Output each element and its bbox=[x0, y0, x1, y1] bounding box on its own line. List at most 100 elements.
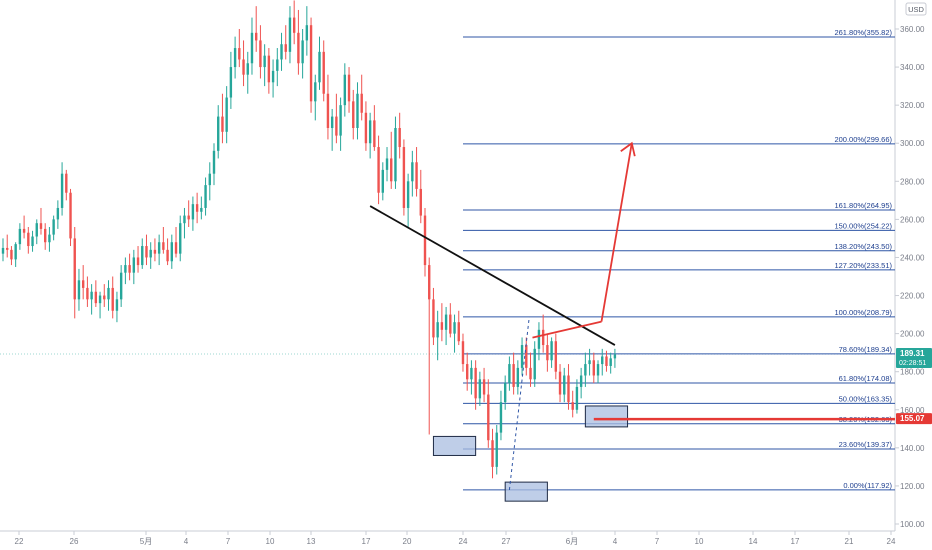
fib-level-label: 100.00%(208.79) bbox=[834, 308, 892, 317]
x-tick-label: 10 bbox=[695, 537, 704, 546]
candle-body bbox=[255, 32, 258, 41]
candle-body bbox=[86, 287, 89, 300]
candle-body bbox=[10, 249, 13, 260]
candle-body bbox=[339, 105, 342, 136]
candle-body bbox=[187, 215, 190, 220]
x-tick-label: 5月 bbox=[140, 537, 152, 546]
x-tick-label: 7 bbox=[655, 537, 660, 546]
candle-body bbox=[111, 287, 114, 311]
candle-body bbox=[39, 223, 43, 229]
fib-level-label: 0.00%(117.92) bbox=[843, 481, 892, 490]
candle-body bbox=[22, 228, 26, 233]
x-tick-label: 13 bbox=[307, 537, 316, 546]
candle-body bbox=[174, 242, 178, 254]
candle-body bbox=[208, 173, 211, 186]
candle-body bbox=[356, 93, 359, 128]
trend-line bbox=[369, 205, 616, 346]
candle-body bbox=[503, 383, 507, 403]
candle-body bbox=[541, 329, 545, 346]
candle-body bbox=[520, 345, 524, 368]
candle-body bbox=[200, 207, 203, 212]
candle-body bbox=[415, 162, 418, 189]
candle-body bbox=[297, 32, 300, 64]
candle-body bbox=[609, 358, 612, 366]
candle-body bbox=[204, 185, 207, 208]
candle-body bbox=[69, 192, 72, 239]
candle-body bbox=[225, 97, 228, 132]
candle-body bbox=[571, 402, 574, 410]
candle-body bbox=[103, 295, 106, 300]
candle-body bbox=[166, 249, 169, 262]
candle-body bbox=[56, 207, 60, 220]
candle-body bbox=[35, 223, 38, 237]
candle-body bbox=[280, 44, 283, 60]
candle-body bbox=[419, 188, 422, 216]
x-tick-label: 20 bbox=[403, 537, 412, 546]
candle-body bbox=[18, 228, 22, 245]
y-tick-label: 280.00 bbox=[900, 177, 925, 186]
projection-arrow-head bbox=[620, 141, 636, 157]
y-tick-label: 220.00 bbox=[900, 292, 925, 301]
candle-body bbox=[250, 32, 254, 64]
candle-body bbox=[453, 322, 456, 334]
candle-body bbox=[330, 116, 334, 128]
y-tick-label: 360.00 bbox=[900, 25, 925, 34]
candle-body bbox=[195, 204, 199, 212]
x-tick-label: 4 bbox=[184, 537, 189, 546]
candle-body bbox=[212, 150, 216, 174]
fib-connector-line bbox=[508, 316, 530, 490]
candle-body bbox=[377, 147, 380, 193]
candle-body bbox=[263, 55, 266, 68]
candle-body bbox=[343, 74, 347, 106]
candle-body bbox=[461, 341, 465, 365]
fib-level-label: 261.80%(355.82) bbox=[834, 28, 892, 37]
candle-body bbox=[115, 299, 119, 311]
candle-body bbox=[596, 364, 600, 376]
candle-body bbox=[191, 204, 195, 220]
highlight-box bbox=[584, 405, 629, 428]
candle-body bbox=[73, 238, 76, 300]
candle-body bbox=[48, 234, 51, 243]
candle-body bbox=[149, 249, 152, 258]
candle-body bbox=[550, 341, 553, 361]
candle-body bbox=[136, 257, 140, 266]
candle-body bbox=[575, 386, 579, 410]
candle-body bbox=[398, 128, 401, 148]
candle-body bbox=[394, 128, 397, 182]
candle-body bbox=[229, 67, 233, 98]
candle-body bbox=[153, 249, 157, 254]
price-tag-value: 189.31 bbox=[900, 349, 925, 358]
candle-body bbox=[512, 364, 515, 387]
candle-body bbox=[495, 432, 498, 467]
candle-body bbox=[537, 329, 541, 349]
candle-body bbox=[14, 244, 17, 260]
currency-label-box bbox=[905, 2, 927, 16]
y-tick-label: 240.00 bbox=[900, 253, 925, 262]
candle-body bbox=[487, 394, 490, 441]
fib-level-label: 78.60%(189.34) bbox=[839, 345, 893, 354]
candle-body bbox=[508, 364, 511, 384]
candle-body bbox=[6, 247, 9, 250]
x-tick-label: 7 bbox=[226, 537, 231, 546]
candle-body bbox=[90, 291, 93, 300]
candle-body bbox=[31, 236, 34, 247]
candle-body bbox=[470, 367, 473, 380]
candle-body bbox=[119, 272, 123, 300]
candle-body bbox=[466, 364, 469, 380]
x-tick-label: 21 bbox=[845, 537, 854, 546]
x-tick-label: 27 bbox=[502, 537, 511, 546]
y-tick-label: 260.00 bbox=[900, 215, 925, 224]
candle-body bbox=[402, 147, 406, 208]
candle-body bbox=[107, 287, 110, 300]
candle-body bbox=[157, 242, 161, 254]
fib-level-label: 138.20%(243.50) bbox=[834, 242, 892, 251]
candle-body bbox=[145, 246, 148, 258]
candle-body bbox=[314, 82, 317, 102]
candle-body bbox=[605, 356, 608, 366]
candle-body bbox=[491, 440, 494, 467]
candle-body bbox=[567, 375, 570, 403]
fib-level-label: 23.60%(139.37) bbox=[839, 440, 893, 449]
candle-body bbox=[259, 40, 262, 68]
candle-body bbox=[478, 379, 482, 399]
